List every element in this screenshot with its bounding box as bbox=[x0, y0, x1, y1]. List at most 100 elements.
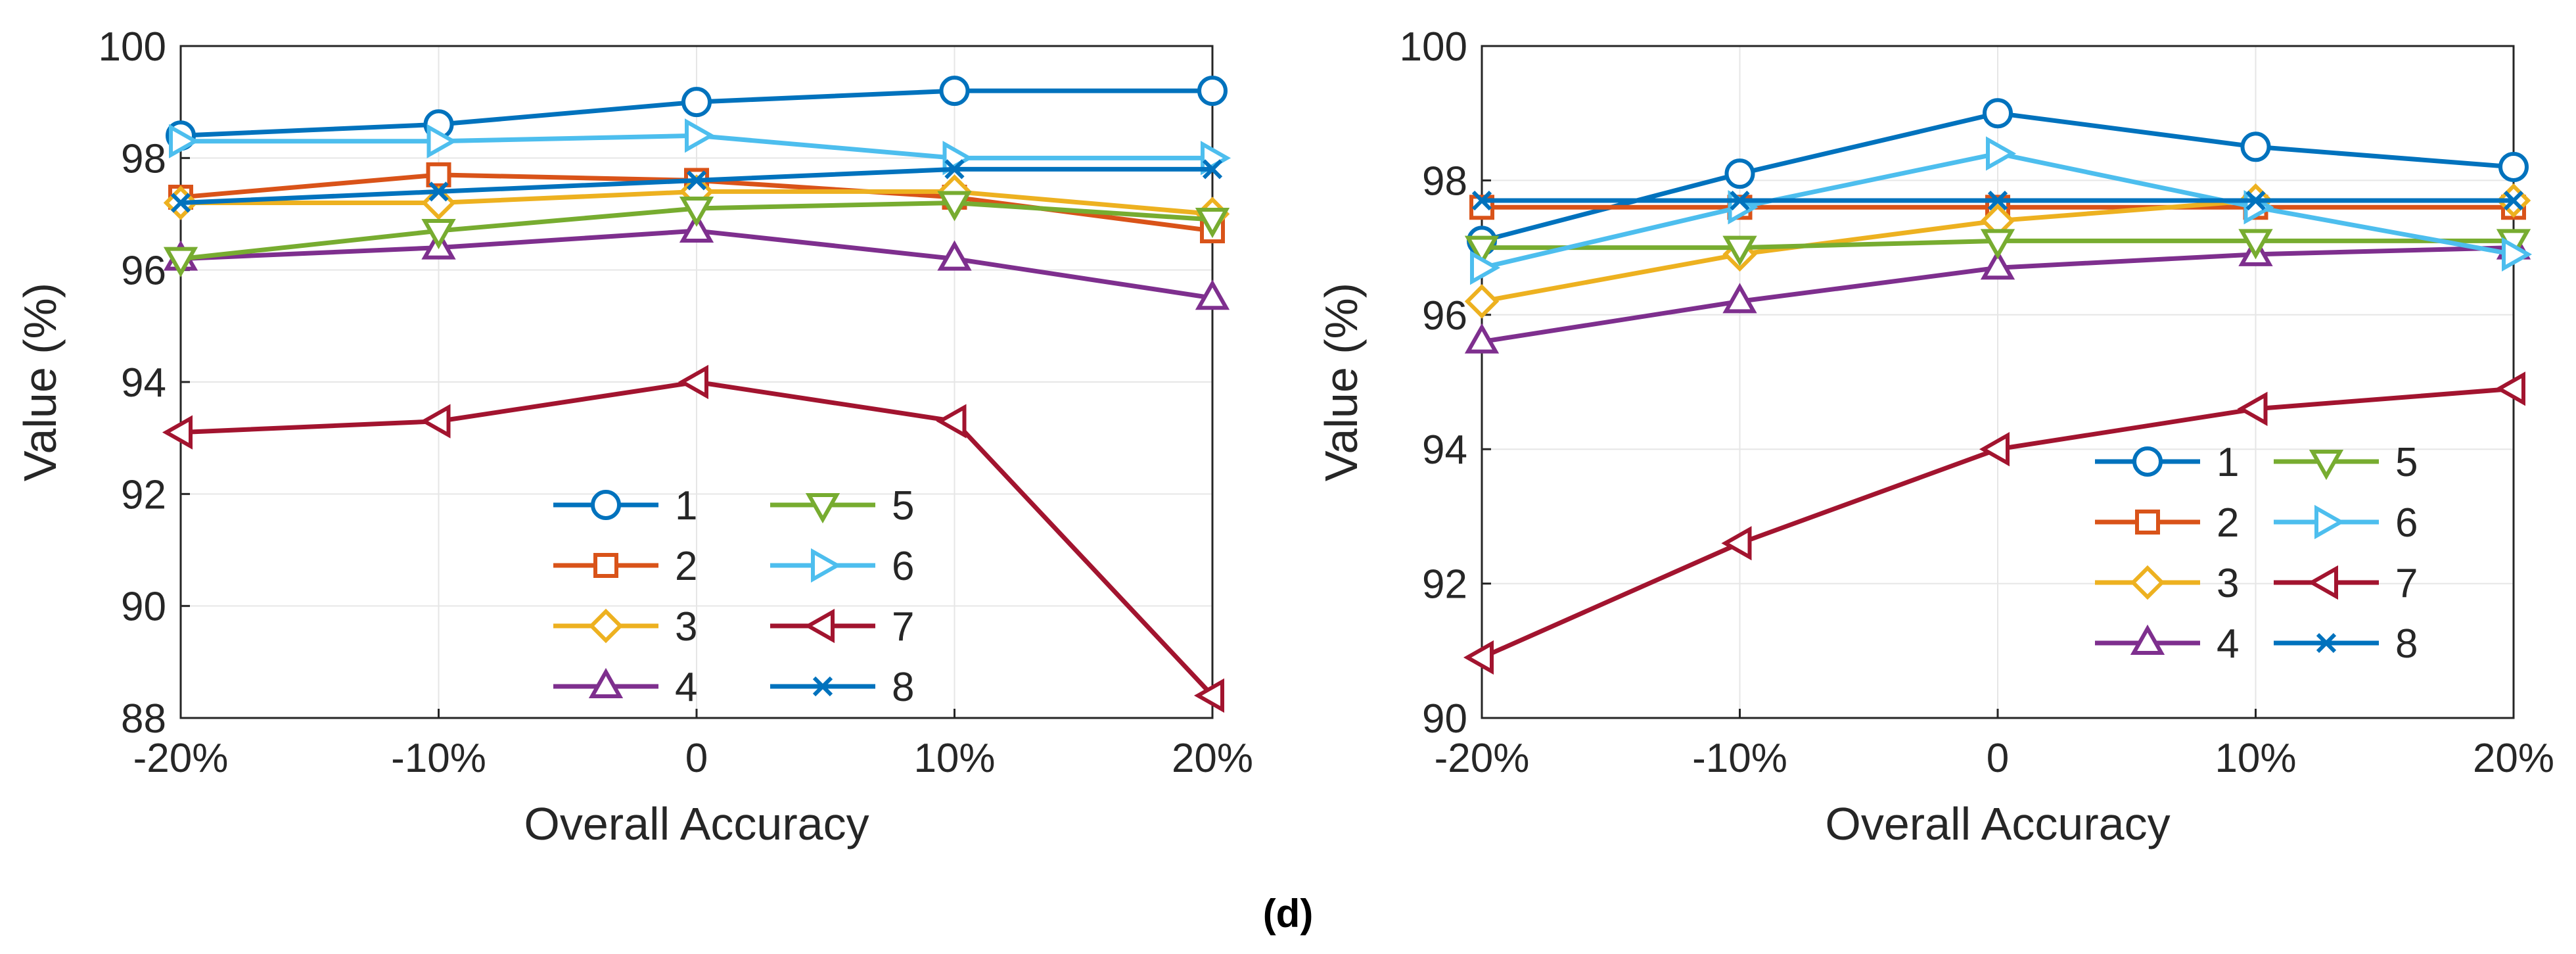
chart1-legend-marker bbox=[2130, 565, 2165, 600]
chart1-x-tick-label: 20% bbox=[2473, 736, 2554, 781]
chart1-series-8-point bbox=[2503, 190, 2524, 211]
chart-left: 88 90 92 94 96 98 100 -20% -10% 0 10% 20% Overall Ac… bbox=[14, 24, 1253, 849]
chart0-series-8-point bbox=[170, 193, 191, 213]
chart0-y-tick-label: 88 bbox=[121, 696, 166, 742]
chart1-legend-entry-7: 7 bbox=[2274, 561, 2418, 606]
chart1-series-5 bbox=[1464, 229, 2531, 266]
chart1-legend-marker bbox=[2130, 624, 2165, 655]
chart0-legend-entry-1: 1 bbox=[553, 483, 697, 529]
chart0-legend-label: 1 bbox=[675, 483, 697, 529]
chart1-y-tick-label: 90 bbox=[1422, 696, 1467, 742]
chart1-legend-label: 7 bbox=[2395, 561, 2418, 606]
chart0-series-3-point bbox=[421, 185, 456, 220]
chart1-series-4-point bbox=[1722, 283, 1757, 314]
chart0-legend-marker bbox=[588, 667, 624, 698]
chart1-x-tick-label: 0 bbox=[1987, 736, 2009, 781]
chart1-x-tick-label: 10% bbox=[2215, 736, 2296, 781]
chart1-series-3-point bbox=[1464, 284, 1500, 319]
chart0-legend-label: 5 bbox=[892, 483, 914, 529]
chart1-legend-label: 2 bbox=[2217, 500, 2239, 546]
chart1-series-5-point bbox=[1980, 229, 2015, 260]
chart0-series-6 bbox=[169, 118, 1231, 176]
chart1-series-8 bbox=[1471, 190, 2524, 211]
chart0-series-7-point bbox=[420, 404, 451, 439]
chart0-series-1-point bbox=[939, 76, 970, 107]
chart1-series-6-point bbox=[2502, 237, 2533, 272]
chart0-legend: 1 2 3 4 5 6 7 8 bbox=[553, 483, 914, 710]
chart0-legend-entry-5: 5 bbox=[770, 483, 914, 529]
chart1-series-5-point bbox=[1722, 235, 1757, 266]
chart1-series-1-point bbox=[2498, 151, 2529, 182]
chart0-legend-marker bbox=[812, 676, 833, 697]
chart0-series-5-point bbox=[163, 247, 198, 277]
chart1-legend-entry-8: 8 bbox=[2274, 621, 2418, 667]
chart0-series-8-point bbox=[428, 181, 449, 202]
chart0-legend-label: 7 bbox=[892, 604, 914, 650]
chart1-series-7-point bbox=[2237, 391, 2268, 427]
chart1-series-7-point bbox=[1463, 640, 1494, 675]
chart0-series-6-point bbox=[169, 124, 200, 158]
chart0-series-5-point bbox=[421, 219, 456, 250]
chart1-legend-label: 4 bbox=[2217, 621, 2239, 667]
chart0-y-tick-label: 90 bbox=[121, 584, 166, 630]
chart1-series-7-point bbox=[2495, 371, 2525, 406]
chart0-y-tick-label: 98 bbox=[121, 136, 166, 181]
chart1-series-8-point bbox=[2245, 190, 2266, 211]
chart1-legend: 1 2 3 4 5 6 7 8 bbox=[2095, 440, 2418, 667]
chart0-series-7-point bbox=[1193, 678, 1224, 713]
chart0-series-7 bbox=[162, 364, 1224, 713]
chart1-legend-marker bbox=[2135, 510, 2160, 535]
chart0-legend-marker bbox=[811, 548, 842, 583]
figure-caption: (d) bbox=[1263, 892, 1314, 936]
chart0-series-5-point bbox=[679, 196, 714, 227]
chart1-series-8-point bbox=[1987, 190, 2008, 211]
chart1-y-tick-label: 100 bbox=[1400, 24, 1467, 70]
chart0-series-6-point bbox=[685, 118, 716, 153]
chart1-series-8-point bbox=[1730, 190, 1750, 211]
chart0-legend-entry-7: 7 bbox=[770, 604, 914, 650]
chart0-series-4-point bbox=[1195, 279, 1230, 310]
chart0-legend-entry-3: 3 bbox=[553, 604, 697, 650]
chart0-legend-entry-8: 8 bbox=[770, 665, 914, 710]
chart1-legend-entry-2: 2 bbox=[2095, 500, 2239, 546]
chart0-legend-marker bbox=[588, 608, 624, 644]
chart0-x-tick-label: 10% bbox=[913, 736, 995, 781]
chart0-series-1-point bbox=[681, 87, 712, 118]
chart0-series-5-point bbox=[937, 191, 972, 222]
chart0-x-tick-label: -10% bbox=[391, 736, 486, 781]
chart0-x-tick-label: 20% bbox=[1172, 736, 1253, 781]
chart0-legend-label: 3 bbox=[675, 604, 697, 650]
chart0-series-7-point bbox=[936, 404, 967, 439]
chart0-y-tick-label: 94 bbox=[121, 360, 166, 406]
chart0-series-5-point bbox=[1195, 208, 1230, 239]
chart1-series-1-point bbox=[1724, 158, 1755, 189]
chart0-y-tick-label: 100 bbox=[99, 24, 166, 70]
chart0-legend-marker bbox=[593, 553, 618, 578]
chart0-legend-label: 4 bbox=[675, 665, 697, 710]
chart0-y-axis-label: Value (%) bbox=[14, 283, 66, 481]
chart0-legend-marker bbox=[591, 490, 621, 520]
chart1-series-1-point bbox=[1983, 98, 2013, 129]
chart0-series-7-point bbox=[162, 415, 193, 450]
chart1-legend-label: 3 bbox=[2217, 561, 2239, 606]
chart1-legend-label: 5 bbox=[2395, 440, 2418, 485]
chart1-series-7-point bbox=[1721, 526, 1752, 561]
chart0-legend-entry-6: 6 bbox=[770, 544, 914, 589]
chart0-legend-entry-2: 2 bbox=[553, 544, 697, 589]
chart0-legend-marker bbox=[805, 493, 840, 524]
chart1-x-tick-label: -20% bbox=[1435, 736, 1530, 781]
chart1-y-axis-label: Value (%) bbox=[1316, 283, 1367, 481]
chart1-legend-entry-3: 3 bbox=[2095, 561, 2239, 606]
chart1-legend-marker bbox=[2132, 446, 2163, 477]
chart0-x-tick-label: -20% bbox=[133, 736, 229, 781]
chart1-x-tick-label: -10% bbox=[1692, 736, 1787, 781]
chart0-x-axis-label: Overall Accuracy bbox=[524, 798, 869, 849]
chart1-legend-label: 8 bbox=[2395, 621, 2418, 667]
chart-right: 90 92 94 96 98 100 -20% -10% 0 10% 20% Overall Accu… bbox=[1316, 24, 2554, 849]
chart0-series-8-point bbox=[944, 159, 965, 179]
chart0-series-1-point bbox=[1197, 76, 1228, 107]
chart1-y-tick-label: 96 bbox=[1422, 293, 1467, 339]
chart0-series-8-point bbox=[686, 170, 707, 191]
chart1-series-7 bbox=[1463, 371, 2525, 675]
